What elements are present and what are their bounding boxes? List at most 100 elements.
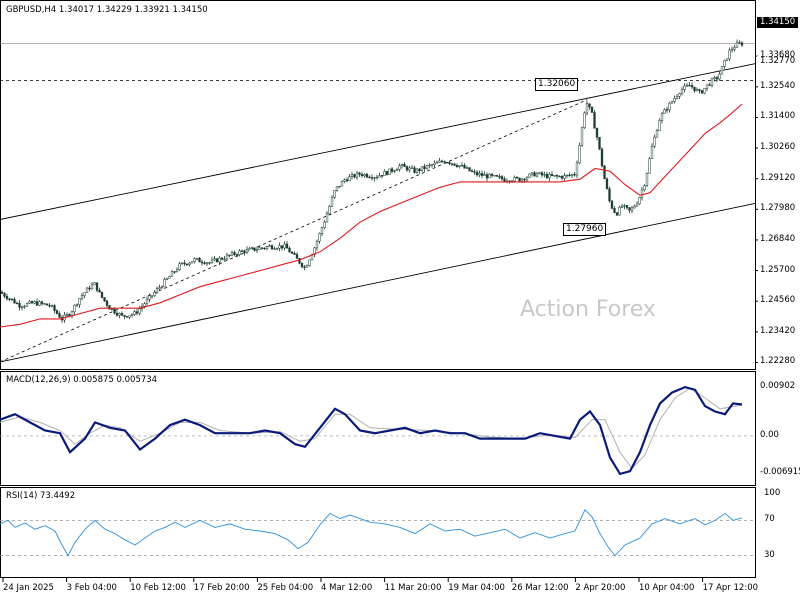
candle-body <box>555 175 559 177</box>
candle-body <box>488 173 491 179</box>
candle <box>478 170 481 178</box>
candle <box>273 246 276 250</box>
candle <box>723 59 726 69</box>
candle <box>280 245 284 251</box>
candle-body <box>75 304 79 306</box>
candle <box>245 246 249 255</box>
candle <box>83 292 86 299</box>
candle <box>125 316 129 318</box>
candle-body <box>55 310 59 314</box>
candle-body <box>388 168 391 175</box>
candle <box>563 173 566 181</box>
candle <box>283 241 286 251</box>
candle-body <box>645 172 649 186</box>
candle <box>470 168 474 173</box>
candle-body <box>308 259 311 266</box>
candle <box>545 171 549 179</box>
candle <box>23 304 26 309</box>
candle <box>103 297 106 303</box>
candle <box>493 175 496 177</box>
macd-tick-label: 0.00902 <box>760 381 796 392</box>
candle <box>428 163 431 169</box>
candle <box>340 180 344 187</box>
candle-body <box>108 305 111 310</box>
candle <box>185 263 189 267</box>
candle-body <box>535 173 539 177</box>
candle <box>278 242 281 252</box>
candle-body <box>130 314 134 316</box>
candle <box>128 315 131 320</box>
candle <box>328 204 331 215</box>
candle <box>715 75 719 83</box>
candle-body <box>635 203 639 207</box>
candle <box>460 162 464 167</box>
candle <box>728 47 731 62</box>
candle-body <box>213 258 216 261</box>
candle <box>553 175 556 177</box>
candle <box>495 174 499 177</box>
candle <box>395 167 399 171</box>
candle-body <box>335 186 339 191</box>
candle-body <box>8 298 11 300</box>
candle <box>190 261 194 264</box>
candle <box>625 205 629 210</box>
candle-body <box>678 93 681 97</box>
candle <box>438 157 441 163</box>
candle <box>313 246 316 258</box>
candle-body <box>430 164 434 166</box>
candle-body <box>498 176 501 178</box>
candle-body <box>370 177 374 179</box>
candle <box>225 252 229 260</box>
candle <box>398 163 401 172</box>
candle-body <box>543 174 546 176</box>
candle-body <box>40 301 44 304</box>
candle-body <box>643 185 646 191</box>
candle-body <box>663 109 666 114</box>
candle <box>720 66 724 75</box>
candle-body <box>368 176 371 179</box>
candle-body <box>455 165 459 167</box>
candle <box>365 172 369 179</box>
candle <box>178 261 181 271</box>
candle-body <box>623 205 626 207</box>
candle-body <box>375 176 379 179</box>
candle-body <box>225 254 229 260</box>
candle-body <box>285 243 289 249</box>
rsi-frame <box>0 487 756 578</box>
time-tick-label: 3 Feb 04:00 <box>66 583 117 593</box>
candle <box>30 300 34 304</box>
candle <box>133 310 136 316</box>
time-tick-label: 17 Feb 20:00 <box>193 583 250 593</box>
candle-body <box>580 127 584 146</box>
candle <box>15 301 19 305</box>
candle-body <box>220 257 224 260</box>
candle <box>640 186 644 201</box>
candle-body <box>18 302 21 308</box>
candle <box>155 286 159 294</box>
candle-body <box>98 290 101 293</box>
candle <box>345 177 349 183</box>
candle <box>115 310 119 317</box>
candle-body <box>438 160 441 163</box>
candle-body <box>345 179 349 182</box>
candle <box>408 166 411 173</box>
candle-body <box>295 254 299 259</box>
candle-body <box>628 207 631 211</box>
candle <box>393 169 396 173</box>
candle-body <box>593 112 596 129</box>
candle <box>740 41 744 47</box>
candle <box>405 165 409 172</box>
candle-body <box>503 178 506 182</box>
candle <box>35 298 39 306</box>
candle-body <box>733 47 736 50</box>
candle <box>208 261 211 265</box>
candle <box>488 173 491 179</box>
candle-body <box>660 113 664 121</box>
candle <box>475 170 479 177</box>
candle-body <box>178 263 181 270</box>
candle-body <box>590 106 594 113</box>
candle <box>638 196 641 206</box>
ohlc-close: 1.34150 <box>172 5 208 15</box>
time-tick-label: 10 Feb 12:00 <box>130 583 186 593</box>
candle <box>485 172 489 182</box>
